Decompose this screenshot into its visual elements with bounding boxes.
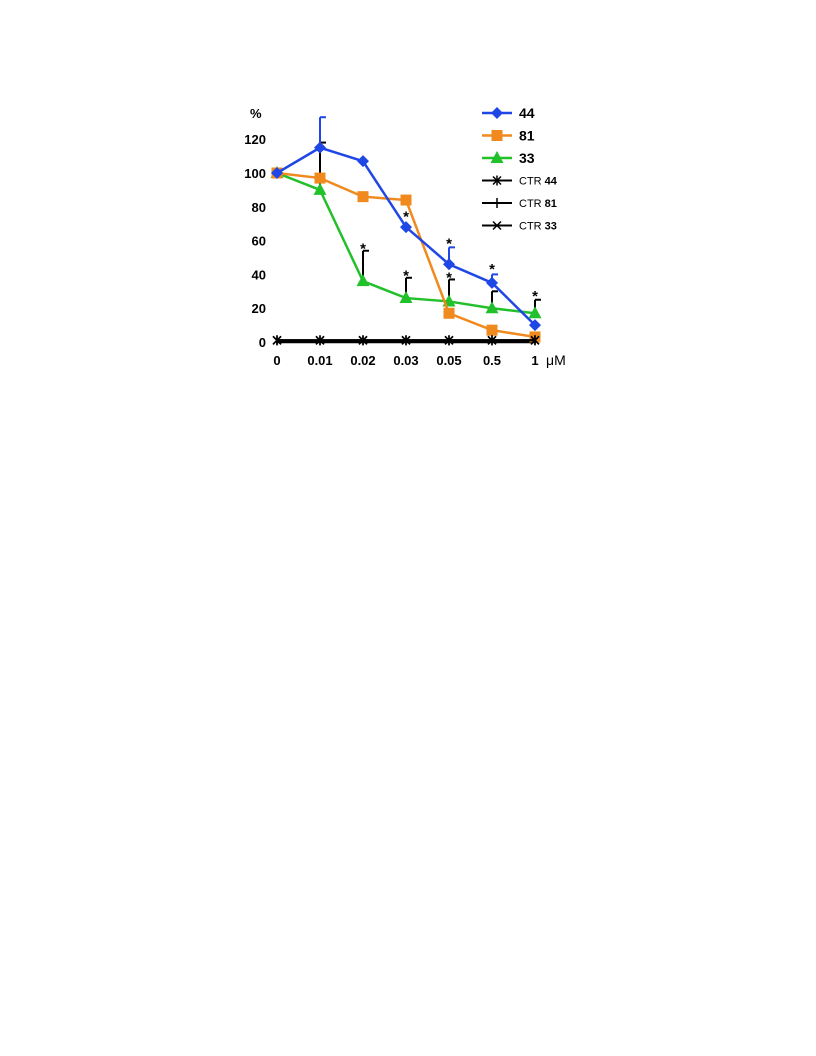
legend-label-number: 33 <box>545 221 557 233</box>
legend-label: 44 <box>519 105 535 121</box>
data-point <box>358 335 368 345</box>
x-axis-unit: μM <box>546 352 566 368</box>
legend-swatch-marker <box>491 130 503 141</box>
data-point <box>530 335 540 345</box>
y-tick-label: 100 <box>244 166 266 181</box>
data-point-stroke <box>358 335 368 345</box>
x-tick-label: 0.02 <box>350 353 375 368</box>
data-point <box>443 258 455 271</box>
data-point <box>272 335 282 345</box>
x-tick-label: 0.5 <box>483 353 501 368</box>
legend-item: 81 <box>482 128 535 144</box>
y-tick-label: 80 <box>252 200 266 215</box>
x-tick-label: 0 <box>273 353 280 368</box>
data-point <box>486 324 498 336</box>
x-tick-label: 0.01 <box>307 353 332 368</box>
series-ctr-33 <box>272 335 540 345</box>
y-tick-label: 120 <box>244 132 266 147</box>
legend-item: 33 <box>482 150 535 166</box>
y-tick-label: 0 <box>259 335 266 350</box>
data-point <box>314 141 326 154</box>
data-point <box>443 307 455 319</box>
series-33 <box>270 141 542 319</box>
x-tick-label: 0.05 <box>436 353 461 368</box>
series-44 <box>271 116 541 332</box>
y-tick-label: 40 <box>252 267 266 282</box>
data-point <box>401 335 411 345</box>
data-point <box>400 194 412 206</box>
data-point <box>487 335 497 345</box>
data-point-stroke <box>272 335 282 345</box>
legend-label: CTR 44 <box>519 176 558 188</box>
data-point <box>444 335 454 345</box>
data-point <box>271 167 283 179</box>
legend-label-number: 81 <box>545 198 557 210</box>
x-axis: 0 0.01 0.02 0.03 0.05 0.5 1 μM <box>273 340 566 368</box>
data-point-stroke <box>487 335 497 345</box>
significance-asterisk: * <box>360 241 366 258</box>
legend-label: 33 <box>519 150 535 166</box>
y-axis-label: % <box>250 106 262 121</box>
significance-asterisk: * <box>489 261 495 278</box>
legend-label: 81 <box>519 128 535 144</box>
legend-swatch-marker <box>491 107 503 119</box>
legend-label: CTR 81 <box>519 198 557 210</box>
data-point-stroke <box>530 335 540 345</box>
legend-label: CTR 33 <box>519 221 557 233</box>
legend-label-number: 44 <box>545 176 558 188</box>
significance-asterisk: * <box>532 288 538 305</box>
y-tick-label: 20 <box>252 301 266 316</box>
data-point <box>314 172 326 184</box>
x-tick-label: 0.03 <box>393 353 418 368</box>
legend-item: CTR 33 <box>482 221 557 233</box>
y-axis: % 0 20 40 60 80 100 120 <box>244 106 266 350</box>
data-point <box>529 319 541 332</box>
significance-annotations: * * * * * * * <box>360 209 538 305</box>
data-point <box>400 221 412 234</box>
plot-area <box>270 116 542 346</box>
x-tick-label: 1 <box>531 353 538 368</box>
data-point <box>356 274 370 287</box>
data-point <box>315 335 325 345</box>
significance-asterisk: * <box>403 268 409 285</box>
legend-swatch-marker <box>490 151 504 163</box>
data-point <box>313 182 327 195</box>
legend-label-prefix: CTR <box>519 176 545 188</box>
series-81 <box>271 167 541 343</box>
legend-label-prefix: CTR <box>519 198 545 210</box>
data-point-stroke <box>315 335 325 345</box>
legend-item: CTR 44 <box>482 175 558 188</box>
data-point-stroke <box>444 335 454 345</box>
y-tick-label: 60 <box>252 234 266 249</box>
data-point <box>485 301 499 314</box>
data-point-stroke <box>401 335 411 345</box>
legend-swatch-marker-stroke <box>492 220 502 231</box>
significance-asterisk: * <box>403 209 409 226</box>
data-point <box>528 306 542 319</box>
legend-label-prefix: CTR <box>519 221 545 233</box>
legend-item: CTR 81 <box>482 198 557 210</box>
data-point <box>486 276 498 289</box>
significance-asterisk: * <box>446 236 452 253</box>
legend-item: 44 <box>482 105 535 121</box>
data-point <box>357 191 369 203</box>
data-point <box>357 155 369 168</box>
significance-asterisk: * <box>446 269 452 286</box>
legend-swatch-marker <box>492 175 502 186</box>
legend-swatch-marker <box>492 220 502 231</box>
data-point <box>399 291 413 304</box>
